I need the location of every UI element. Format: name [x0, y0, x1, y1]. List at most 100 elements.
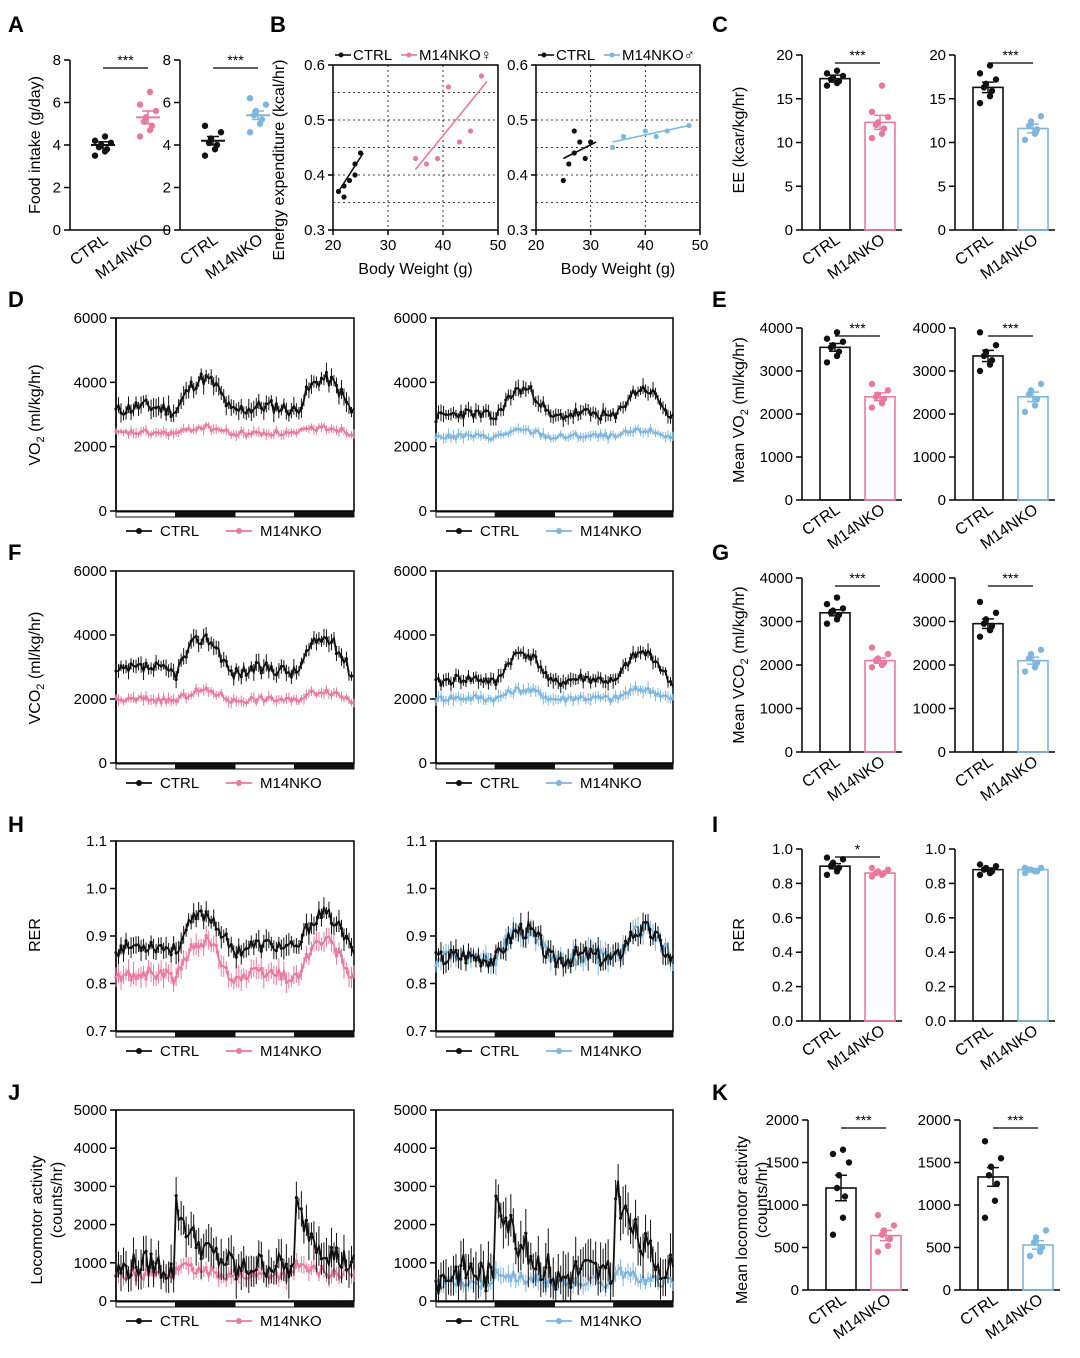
ctrl-point — [839, 72, 847, 80]
ctrl-point — [976, 70, 984, 77]
light-phase-bar — [554, 511, 615, 518]
ctrl-point — [574, 677, 578, 682]
ctrl-point — [194, 917, 198, 921]
ctrl-point — [199, 372, 203, 376]
legend-ctrl-label: CTRL — [353, 47, 392, 64]
ctrl-point — [454, 412, 458, 417]
ctrl-point — [464, 408, 468, 412]
ctrl-point — [299, 1207, 303, 1211]
y-tick-label: 0.4 — [304, 167, 325, 184]
ctrl-point — [304, 1218, 308, 1222]
ctrl-point — [524, 655, 528, 660]
ko-point — [499, 1274, 503, 1278]
ctrl-point — [534, 399, 538, 404]
ctrl-point — [589, 1259, 593, 1263]
significance-label: *** — [849, 570, 866, 586]
y-tick-label: 0.9 — [406, 928, 427, 945]
ko-point — [624, 1271, 628, 1275]
ko-point — [619, 693, 623, 698]
ko-point — [444, 698, 448, 702]
ctrl-point — [249, 410, 253, 414]
ctrl-point — [149, 666, 153, 670]
panel-H-y-title: RER — [27, 918, 44, 952]
ctrl-point — [341, 194, 347, 200]
ko-point — [194, 687, 198, 691]
ctrl-point — [459, 957, 463, 961]
ko-point — [244, 434, 248, 438]
light-phase-bar — [435, 1031, 496, 1038]
ctrl-point — [244, 673, 248, 677]
ctrl-point — [144, 398, 148, 402]
ko-point — [259, 694, 263, 699]
y-tick-label: 3000 — [760, 614, 793, 631]
ctrl-point — [559, 956, 563, 960]
legend-ko-label: M14NKO — [260, 1313, 322, 1330]
ctrl-point — [823, 359, 831, 366]
ctrl-point — [614, 416, 618, 420]
ctrl-point — [91, 152, 99, 159]
dark-phase-bar — [613, 1031, 674, 1038]
legend-ko-marker — [609, 52, 615, 58]
y-tick-label: 20 — [776, 47, 793, 64]
ctrl-point — [274, 949, 278, 953]
y-tick-label: 0.2 — [772, 979, 793, 996]
ko-point — [663, 435, 668, 439]
ctrl-point — [294, 670, 298, 675]
ctrl-point — [124, 664, 128, 669]
ko-point — [169, 971, 173, 976]
ko-point — [479, 694, 483, 699]
ctrl-point — [584, 675, 588, 679]
ctrl-point — [653, 660, 658, 664]
ko-point — [494, 434, 498, 438]
ko-point — [499, 432, 503, 437]
ctrl-point — [564, 962, 568, 966]
ko-point — [434, 963, 438, 968]
ctrl-point — [334, 1246, 339, 1250]
ko-point — [204, 686, 208, 690]
ctrl-bar — [825, 1187, 857, 1291]
ko-point — [604, 432, 608, 436]
ctrl-point — [571, 128, 577, 134]
ko-point — [459, 433, 463, 437]
panel-F-y-title-part: VCO — [27, 690, 44, 725]
panel-B-y-title: Energy expenditure (kcal/hr) — [271, 60, 288, 261]
ctrl-point — [566, 161, 572, 167]
ctrl-point — [294, 408, 298, 412]
ko-point — [614, 1272, 618, 1276]
ko-point — [189, 943, 193, 947]
y-tick-label: 0 — [791, 1282, 799, 1299]
panel-label-G: G — [712, 540, 729, 565]
ctrl-point — [519, 1243, 523, 1248]
ctrl-series-line — [435, 1180, 674, 1295]
ko-point — [259, 1272, 263, 1276]
ko-point — [534, 689, 538, 693]
ctrl-point — [144, 661, 148, 665]
plot-frame — [435, 1109, 674, 1302]
ko-point — [349, 701, 354, 705]
ctrl-point — [169, 1262, 173, 1266]
ko-point — [564, 436, 568, 440]
ctrl-point — [129, 662, 133, 666]
panel-F-female: 0 2000 4000 6000 CTRL M14NKO — [74, 563, 355, 792]
ctrl-point — [988, 868, 996, 875]
legend-ko-marker — [556, 780, 562, 786]
legend-ko-label: M14NKO♂ — [622, 47, 695, 64]
ko-point — [609, 433, 613, 437]
ctrl-point — [299, 661, 303, 665]
ko-point — [449, 694, 453, 698]
ctrl-point — [309, 382, 314, 386]
ko-point — [309, 425, 314, 429]
ctrl-point — [564, 414, 568, 419]
ko-point — [124, 698, 128, 702]
ko-point — [609, 699, 613, 704]
ctrl-point — [494, 950, 498, 954]
ko-point — [329, 693, 334, 697]
ko-point — [594, 432, 598, 437]
dark-phase-bar — [613, 763, 674, 770]
ctrl-point — [244, 411, 248, 415]
ctrl-point — [514, 651, 518, 655]
ko-point — [344, 966, 349, 970]
ko-point — [199, 942, 203, 946]
